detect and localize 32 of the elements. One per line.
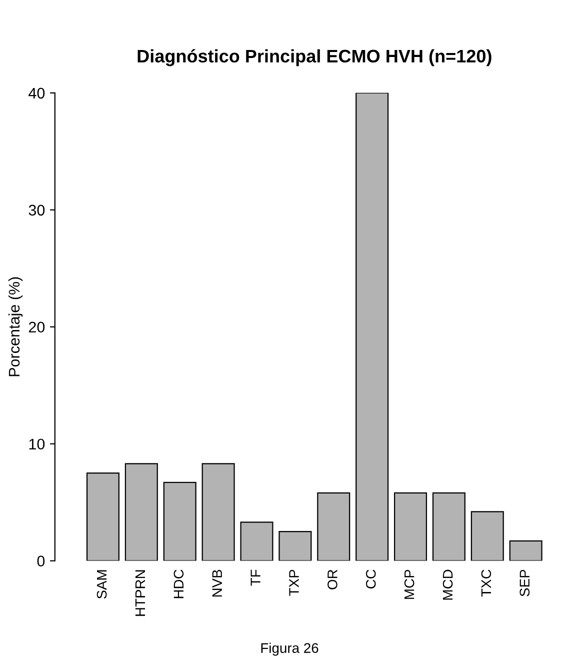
bar	[470, 511, 504, 561]
y-tick-label: 30	[28, 204, 45, 216]
text: Figura 26	[261, 642, 318, 656]
bar	[394, 492, 428, 561]
x-tick-label: CC	[366, 570, 376, 588]
x-tick-label: NVB	[212, 570, 222, 597]
y-tick-label: 20	[28, 322, 45, 333]
x-tick-label: TXP	[289, 570, 299, 596]
x-tick-label: TXC	[481, 570, 492, 597]
y-tick-label: 0	[37, 556, 45, 566]
x-tick-label: HDC	[174, 570, 184, 598]
x-tick-label: TF	[250, 570, 260, 586]
bar	[86, 472, 120, 561]
x-tick-label: OR	[328, 570, 338, 590]
bar	[509, 540, 542, 561]
x-tick-label: SEP	[520, 570, 530, 596]
bar	[356, 92, 389, 561]
y-tick-label: 40	[28, 88, 45, 99]
bar	[432, 492, 466, 561]
bar	[163, 482, 196, 561]
x-tick-label: MCD	[442, 570, 453, 600]
x-tick-label: SAM	[96, 570, 107, 599]
x-tick-label: HTPRN	[135, 570, 145, 616]
bar	[278, 531, 312, 561]
y-tick-label: 10	[29, 438, 45, 450]
bar	[124, 463, 158, 561]
bar	[240, 522, 274, 561]
bar	[317, 492, 350, 561]
x-tick-label: MCP	[404, 570, 414, 599]
chart-title: Diagnóstico Principal ECMO HVH (n=120)	[138, 49, 492, 66]
y-axis-title: Porcentaje (%)	[8, 277, 23, 376]
bar	[202, 463, 235, 561]
